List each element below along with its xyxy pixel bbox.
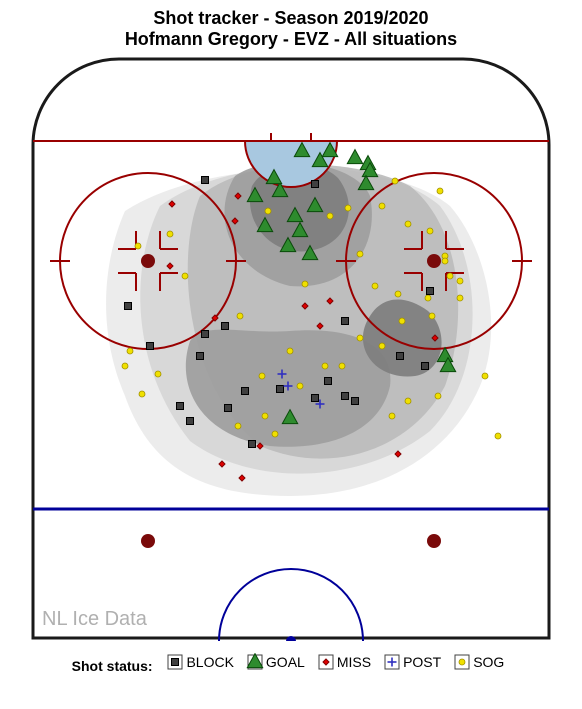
legend-item-post: POST [383,653,441,671]
svg-text:NL Ice Data: NL Ice Data [42,608,148,630]
title-line-2: Hofmann Gregory - EVZ - All situations [0,29,582,50]
legend-title: Shot status: [72,658,153,674]
legend-item-sog: SOG [453,653,504,671]
shot-tracker-chart: Shot tracker - Season 2019/2020 Hofmann … [0,8,582,686]
legend-item-goal: GOAL [246,653,305,671]
legend-item-miss: MISS [317,653,371,671]
title-line-1: Shot tracker - Season 2019/2020 [0,8,582,29]
rink-svg: NL Ice Data [30,56,552,641]
legend: Shot status: BLOCK GOAL MISS POST SOG [0,641,582,686]
legend-item-block: BLOCK [166,653,233,671]
